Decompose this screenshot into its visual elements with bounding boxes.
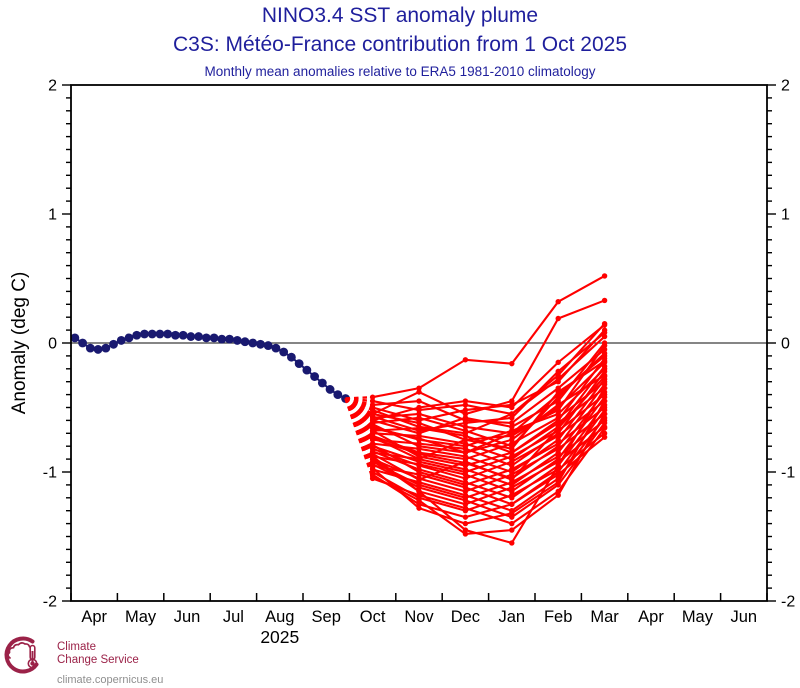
svg-text:2: 2: [48, 78, 57, 95]
svg-text:Sep: Sep: [312, 608, 341, 626]
c3s-logo-icon: [4, 636, 39, 674]
svg-text:Apr: Apr: [638, 608, 664, 626]
svg-text:2: 2: [781, 78, 790, 95]
svg-text:Jan: Jan: [498, 608, 525, 626]
logo-thermometer-mercury-bulb: [30, 661, 35, 666]
svg-text:0: 0: [781, 336, 790, 353]
svg-text:May: May: [682, 608, 714, 626]
logo-cloud-icon: [7, 642, 31, 659]
transition-dashes: [344, 395, 374, 479]
logo-url: climate.copernicus.eu: [57, 674, 164, 686]
forecast-plume: [369, 273, 608, 546]
y-axis-title: Anomaly (deg C): [9, 272, 30, 415]
logo-line2: Change Service: [57, 654, 139, 666]
svg-text:-2: -2: [781, 594, 795, 611]
svg-text:Jun: Jun: [730, 608, 757, 626]
logo-service-name: Climate Change Service: [57, 641, 139, 667]
page-subtitle: C3S: Météo-France contribution from 1 Oc…: [172, 33, 628, 56]
svg-text:Nov: Nov: [404, 608, 434, 626]
logo-line1: Climate: [57, 641, 96, 653]
svg-text:Oct: Oct: [360, 608, 386, 626]
svg-text:-1: -1: [43, 465, 57, 482]
svg-text:1: 1: [781, 207, 790, 224]
x-axis-ticks: [70, 593, 768, 601]
plot-frame: [70, 84, 768, 602]
svg-text:Feb: Feb: [544, 608, 572, 626]
svg-text:-2: -2: [43, 594, 57, 611]
svg-text:Mar: Mar: [590, 608, 619, 626]
svg-text:May: May: [125, 608, 157, 626]
svg-text:0: 0: [48, 336, 57, 353]
y-axis-labels: -2 -2 -1 -1 0 0 1 1 2 2: [43, 78, 796, 611]
month-labels: Apr May Jun Jul Aug Sep Oct Nov Dec Jan Feb Mar Apr M…: [81, 608, 757, 647]
observations-series: [70, 329, 350, 403]
svg-text:1: 1: [48, 207, 57, 224]
year-label: 2025: [260, 627, 299, 647]
page-title: NINO3.4 SST anomaly plume: [261, 4, 539, 27]
svg-text:Aug: Aug: [265, 608, 294, 626]
svg-text:Apr: Apr: [81, 608, 107, 626]
page-subnote: Monthly mean anomalies relative to ERA5 …: [204, 64, 596, 79]
svg-text:Jul: Jul: [223, 608, 244, 626]
svg-text:Jun: Jun: [174, 608, 201, 626]
svg-text:Dec: Dec: [451, 608, 480, 626]
logo-arc: [4, 636, 39, 674]
svg-text:-1: -1: [781, 465, 795, 482]
